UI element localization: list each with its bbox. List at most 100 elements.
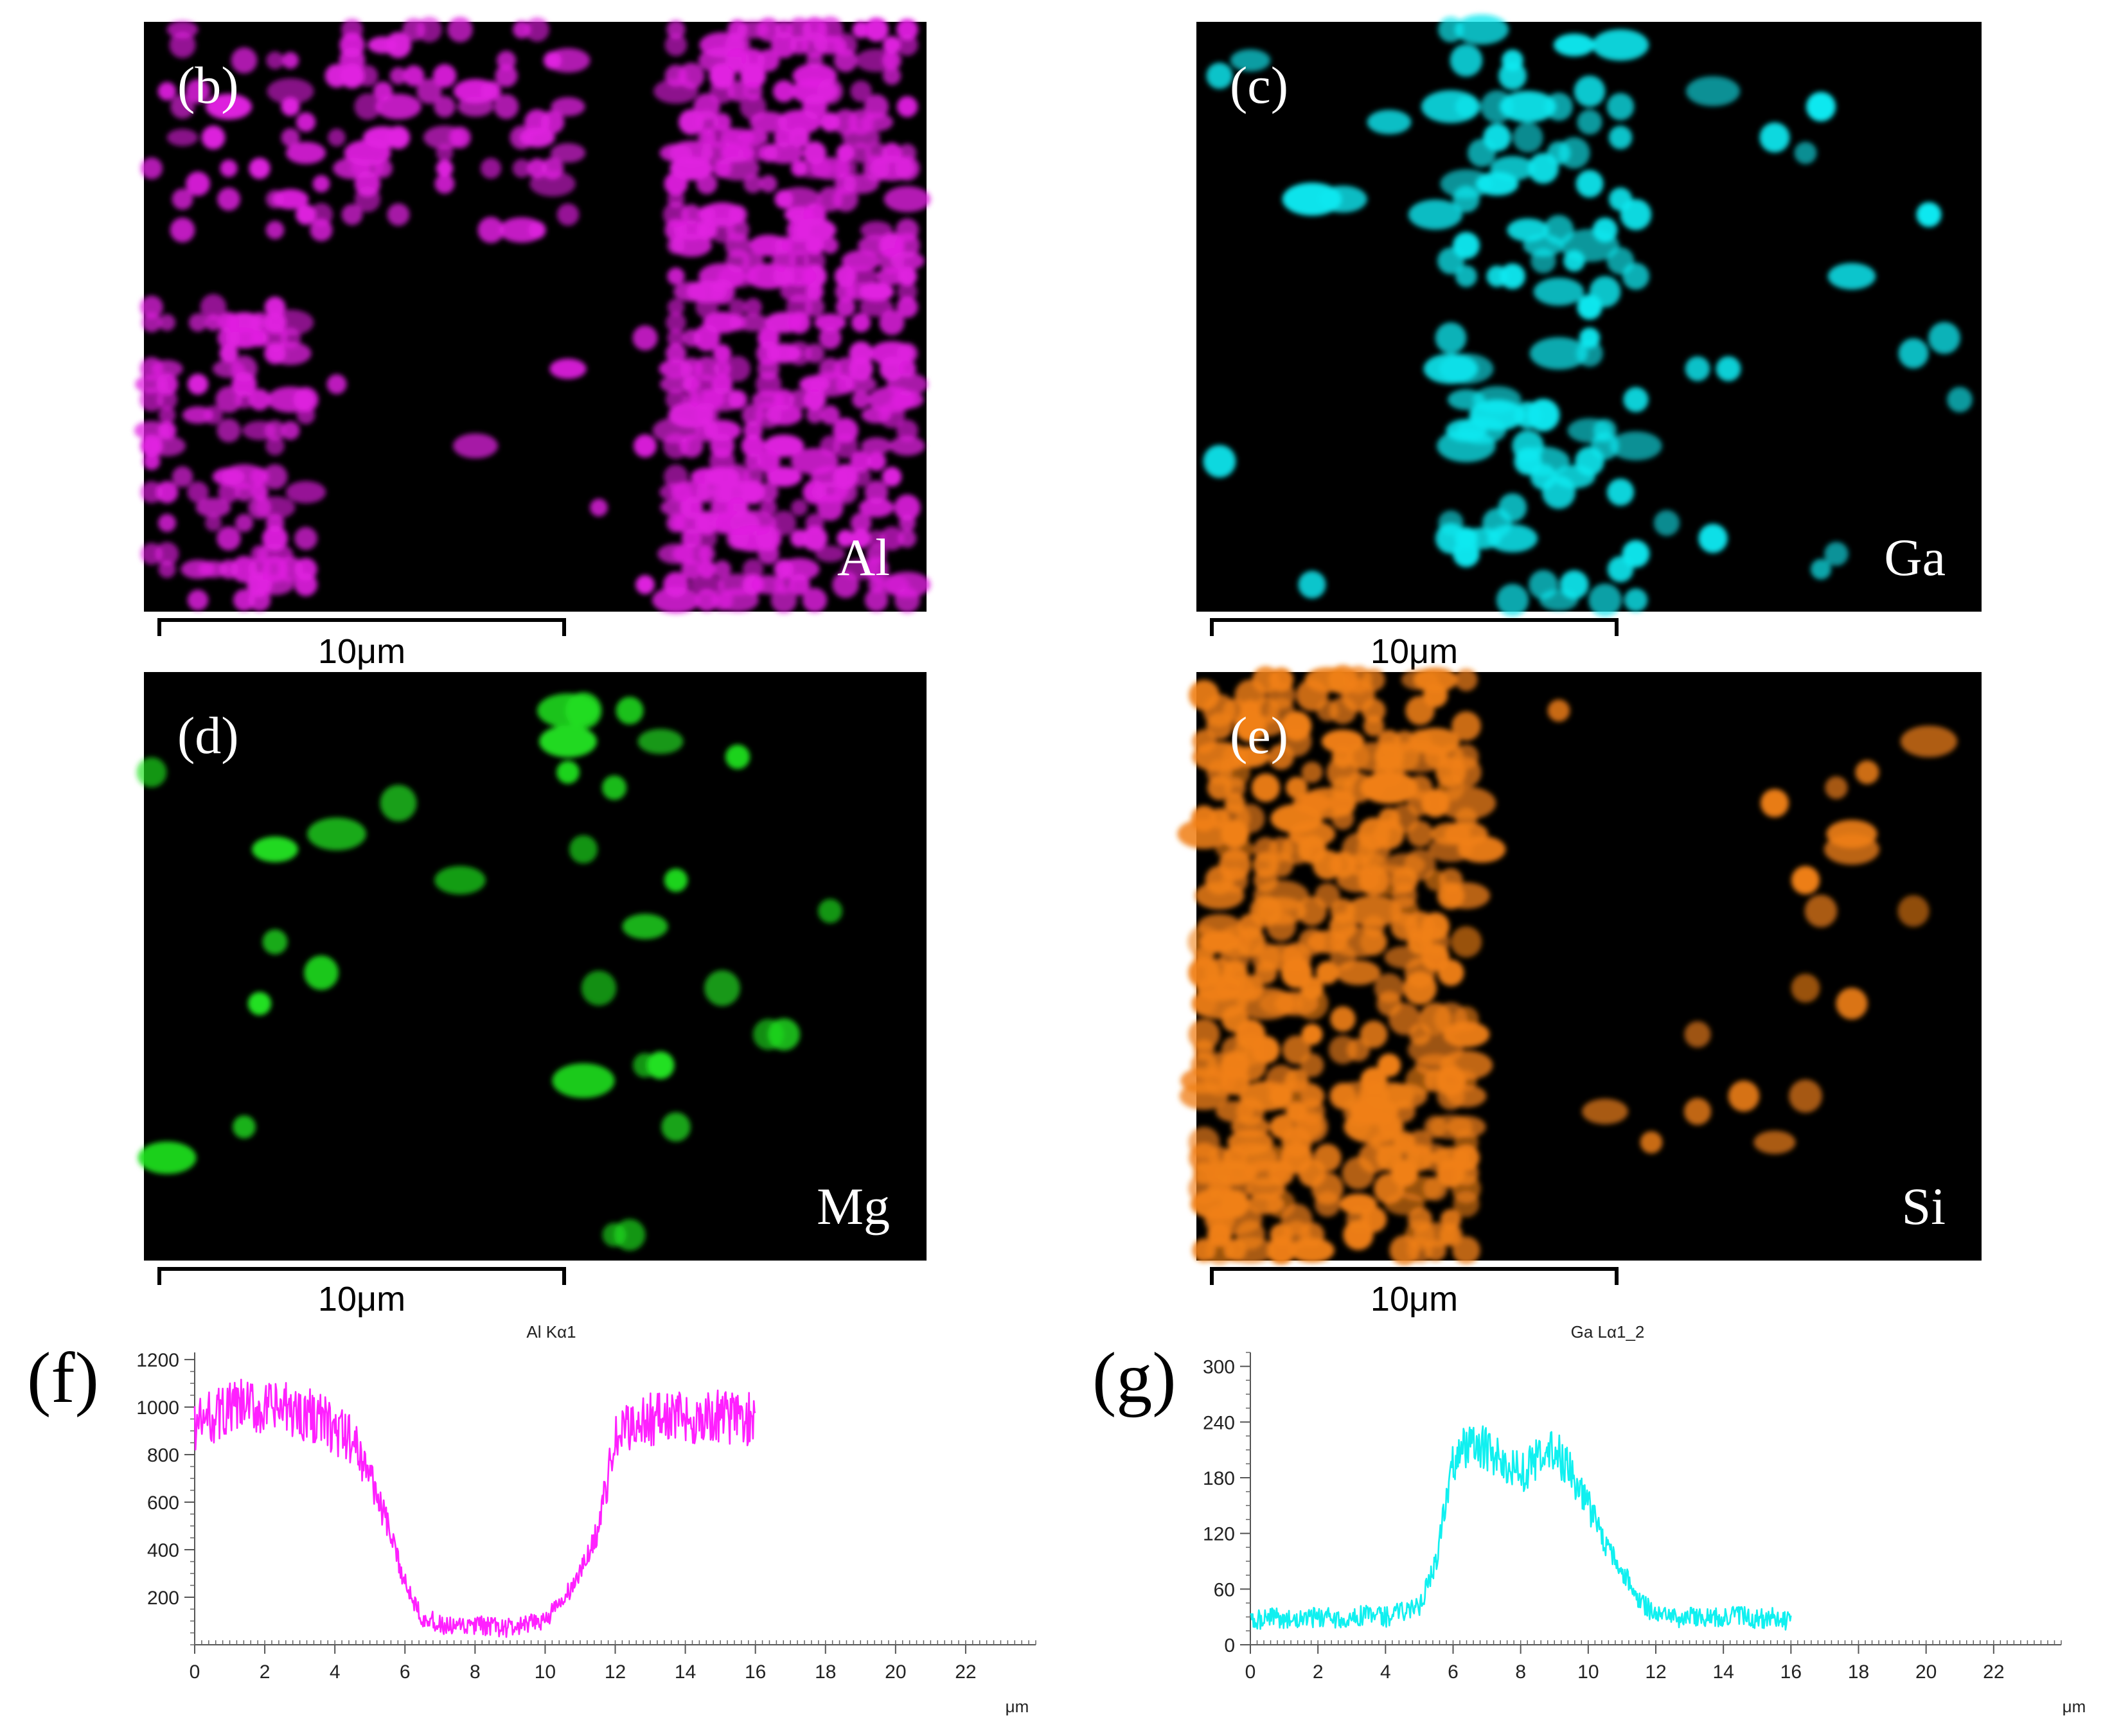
element-dot xyxy=(158,314,176,332)
element-dot xyxy=(272,189,309,209)
element-dot xyxy=(757,49,780,72)
element-dot xyxy=(1442,1021,1490,1048)
element-dot xyxy=(1469,399,1525,431)
element-dot xyxy=(1394,1101,1415,1122)
x-tick-label: 4 xyxy=(1380,1661,1391,1683)
element-dot xyxy=(697,560,716,579)
element-dot xyxy=(860,221,893,239)
element-dots xyxy=(1203,14,1973,617)
element-dot xyxy=(1554,33,1595,57)
element-dot xyxy=(804,297,825,317)
x-axis-unit: μm xyxy=(1006,1697,1029,1716)
element-dot xyxy=(788,574,810,596)
element-dot xyxy=(249,157,271,179)
element-dot xyxy=(1516,447,1570,476)
element-dot xyxy=(694,356,720,382)
element-dot xyxy=(233,589,256,612)
speckle-layer xyxy=(1177,664,1958,1266)
element-dot xyxy=(1362,698,1386,723)
element-dot xyxy=(155,481,179,504)
element-dot xyxy=(681,528,702,549)
map-panel-si: (e) Si 10μm xyxy=(1177,664,1982,1318)
element-dot xyxy=(744,452,762,470)
element-dot xyxy=(1439,1050,1493,1080)
element-dot xyxy=(556,761,580,784)
element-dot xyxy=(1622,262,1650,290)
element-dot xyxy=(637,729,684,754)
element-dot xyxy=(387,203,410,226)
element-dot xyxy=(1825,776,1848,799)
element-dot xyxy=(136,757,167,788)
element-dot xyxy=(849,357,873,381)
element-dot xyxy=(386,125,411,150)
element-dot xyxy=(151,360,183,378)
element-dot xyxy=(1455,668,1478,691)
x-tick-label: 16 xyxy=(1780,1661,1802,1683)
line-profile-ga: (g) Ga Lα1_2 μm 0 2 4 6 8 10 12 14 16 18 20 22 0 60 12… xyxy=(1092,1322,2086,1716)
element-dot xyxy=(1577,109,1602,135)
element-dot xyxy=(833,186,858,212)
element-dot xyxy=(882,50,902,71)
element-dot xyxy=(886,373,928,396)
element-label: Ga xyxy=(1884,528,1946,587)
element-dot xyxy=(217,188,240,211)
element-dot xyxy=(882,66,901,85)
element-dot xyxy=(819,326,842,350)
element-dot xyxy=(867,452,886,471)
element-dot xyxy=(434,96,456,118)
element-dot xyxy=(704,970,740,1006)
element-dot xyxy=(1855,760,1879,784)
element-dot xyxy=(495,64,518,87)
element-dot xyxy=(1301,1023,1323,1045)
element-dot xyxy=(717,265,758,288)
element-dot xyxy=(155,373,179,396)
element-dot xyxy=(864,556,889,582)
element-dot xyxy=(738,128,768,146)
element-dot xyxy=(1318,186,1367,213)
element-dot xyxy=(1367,109,1412,135)
scale-label: 10μm xyxy=(1371,632,1458,671)
element-dot xyxy=(294,527,317,550)
element-dot xyxy=(293,387,319,412)
element-dot xyxy=(282,52,299,69)
element-dot xyxy=(1608,125,1633,150)
element-dot xyxy=(248,589,271,612)
element-dot xyxy=(200,294,227,321)
element-dot xyxy=(590,499,608,517)
element-dot xyxy=(436,144,454,162)
element-dot xyxy=(652,587,700,614)
element-dot xyxy=(803,264,827,288)
x-tick-label: 18 xyxy=(815,1661,836,1683)
element-dot xyxy=(1513,122,1543,153)
element-dot xyxy=(1455,265,1477,287)
element-dot xyxy=(696,173,718,195)
element-dot xyxy=(695,296,718,319)
element-dot xyxy=(837,529,855,547)
element-dot xyxy=(851,528,871,549)
element-dot xyxy=(480,157,502,179)
element-dot xyxy=(1256,897,1306,925)
element-dot xyxy=(889,436,925,456)
element-dot xyxy=(858,497,894,518)
element-dot xyxy=(817,16,844,43)
element-dot xyxy=(661,1112,691,1142)
element-dot xyxy=(1928,322,1960,354)
element-dot xyxy=(1897,895,1930,927)
element-dot xyxy=(817,78,844,105)
element-dot xyxy=(1424,1239,1447,1262)
element-dot xyxy=(802,587,828,613)
element-dot xyxy=(787,341,812,366)
element-dot xyxy=(1574,75,1606,107)
element-dot xyxy=(267,309,314,336)
element-dot xyxy=(1685,356,1710,382)
y-tick-label: 0 xyxy=(1224,1635,1235,1656)
element-dot xyxy=(725,744,750,770)
speckle-layer xyxy=(1203,14,1973,617)
element-dot xyxy=(1559,570,1589,599)
element-dot xyxy=(1760,788,1789,818)
element-dot xyxy=(1435,322,1467,354)
element-dot xyxy=(765,405,803,425)
element-dot xyxy=(755,525,782,552)
element-dot xyxy=(789,389,810,410)
element-dot xyxy=(1453,186,1480,213)
